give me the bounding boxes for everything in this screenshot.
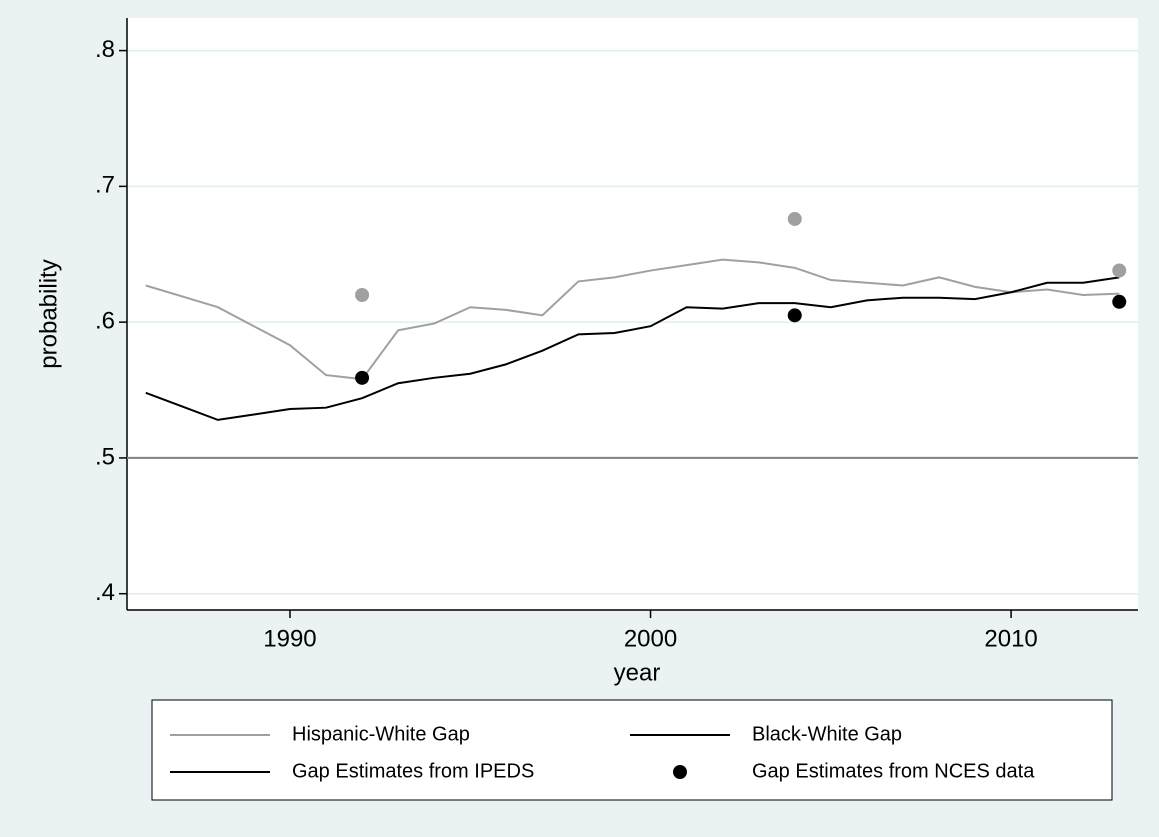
y-tick-label: .6 bbox=[95, 307, 115, 334]
y-tick-label: .7 bbox=[95, 172, 115, 199]
x-tick-label: 1990 bbox=[263, 625, 316, 652]
y-axis-label: probability bbox=[35, 259, 62, 368]
point bbox=[355, 287, 370, 302]
legend-label: Hispanic-White Gap bbox=[292, 723, 470, 745]
legend-box bbox=[151, 699, 1113, 801]
legend-label: Black-White Gap bbox=[752, 723, 902, 745]
legend-label: Gap Estimates from NCES data bbox=[752, 760, 1035, 782]
x-axis-label: year bbox=[614, 659, 661, 686]
x-tick-label: 2000 bbox=[624, 625, 677, 652]
legend-swatch bbox=[673, 765, 687, 779]
y-tick-label: .5 bbox=[95, 443, 115, 470]
point bbox=[787, 308, 802, 323]
point bbox=[355, 370, 370, 385]
plot-area bbox=[127, 18, 1138, 610]
legend-label: Gap Estimates from IPEDS bbox=[292, 760, 534, 782]
line-series bbox=[145, 258, 1120, 381]
y-tick-label: .8 bbox=[95, 36, 115, 63]
point bbox=[1112, 263, 1127, 278]
line-series bbox=[145, 276, 1120, 421]
y-tick-label: .4 bbox=[95, 579, 115, 606]
point bbox=[787, 211, 802, 226]
x-tick-label: 2010 bbox=[984, 625, 1037, 652]
point bbox=[1112, 294, 1127, 309]
